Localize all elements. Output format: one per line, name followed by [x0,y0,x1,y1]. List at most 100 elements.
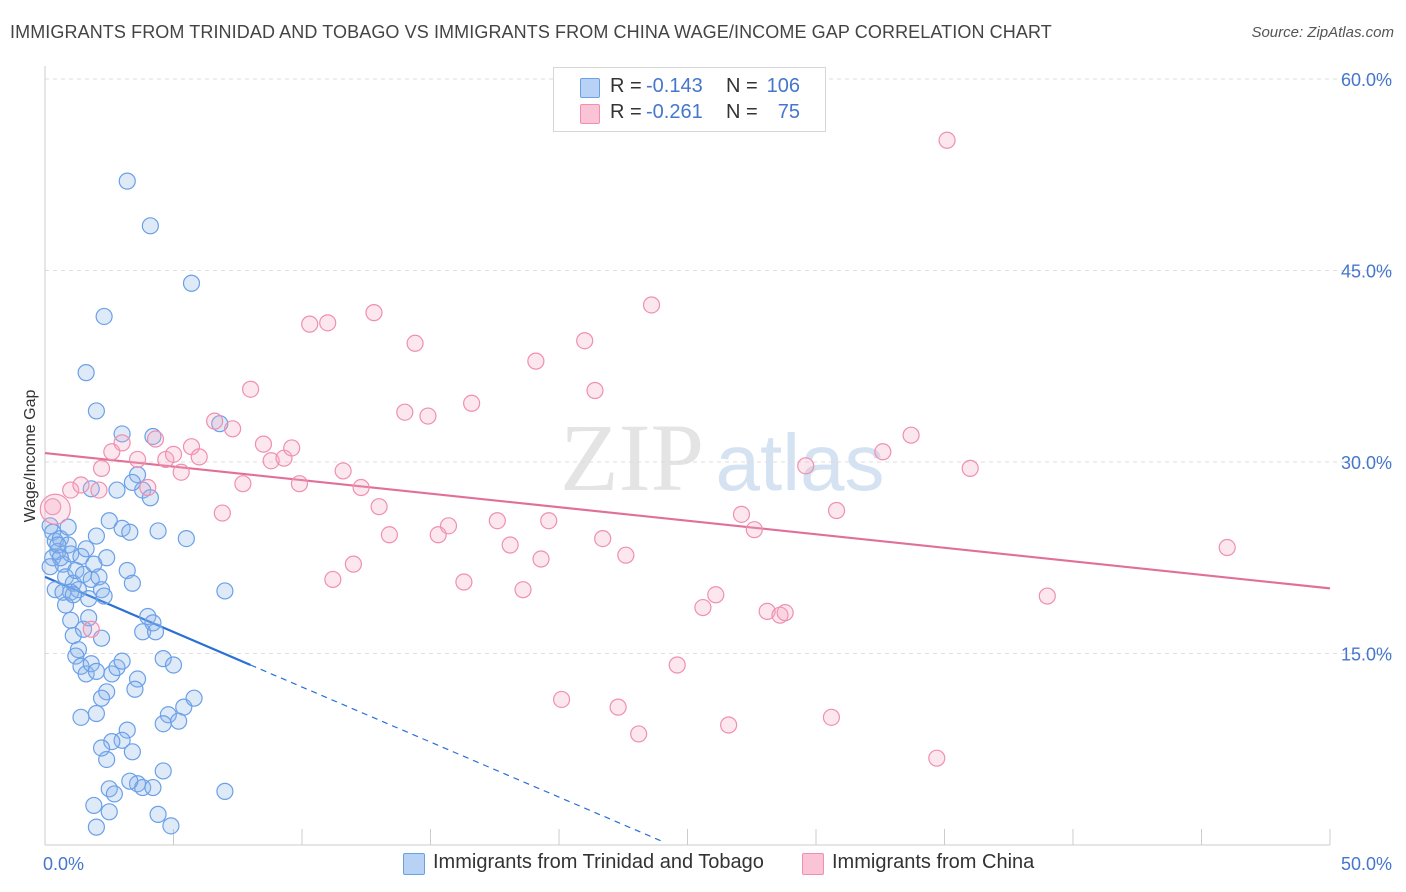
data-point-trinidad [149,522,167,540]
data-point-china [540,512,558,530]
data-point-china [1218,538,1236,557]
data-point-trinidad [90,568,108,586]
data-point-trinidad [92,739,111,757]
data-point-china [290,475,309,493]
watermark-zip: ZIP [560,404,704,511]
data-point-trinidad [92,689,111,707]
data-point-trinidad [162,817,180,835]
legend-row-trinidad: R = -0.143 N = 106 [554,75,825,101]
data-point-china [213,504,231,522]
data-point-china [617,546,635,564]
y-tick-label: 45.0% [1341,262,1392,282]
legend-swatch-trinidad [580,78,600,98]
data-point-trinidad [100,803,118,821]
data-point-trinidad [144,778,162,797]
data-point-china [938,131,956,149]
data-point-china [776,604,794,622]
data-point-china [419,407,437,425]
legend-n-value: 106 [766,75,800,97]
data-point-china [224,420,242,438]
y-tick-label: 60.0% [1341,70,1392,90]
data-point-china [242,380,260,398]
data-point-china [745,521,763,539]
data-point-trinidad [67,647,85,665]
data-point-china [334,462,352,480]
data-point-china [439,517,458,535]
data-point-china [283,439,301,457]
x-tick-label: 0.0% [43,854,84,874]
data-point-china-cluster [39,493,71,525]
data-point-trinidad [159,706,177,724]
data-point-trinidad [62,545,80,563]
data-point-china [514,581,532,599]
data-point-china [146,430,165,448]
data-point-trinidad [154,762,172,780]
data-point-china [262,452,280,470]
data-point-trinidad [100,780,118,798]
data-point-trinidad [118,721,136,739]
legend-n-label: N = [726,101,758,123]
data-point-trinidad [154,715,172,733]
legend-row-china: R = -0.261 N = 75 [554,101,825,127]
bottom-legend-label-trinidad: Immigrants from Trinidad and Tobago [433,851,764,873]
data-point-trinidad [144,427,162,446]
bottom-legend-label-china: Immigrants from China [832,851,1035,873]
y-tick-label: 30.0% [1341,453,1392,473]
data-point-trinidad [108,481,126,499]
data-point-china [797,457,815,475]
data-point-trinidad [177,529,195,548]
trend-line-china [44,451,1331,590]
data-point-trinidad [87,704,106,723]
data-point-china [902,426,920,444]
data-point-china [668,656,686,674]
data-point-china [576,332,594,350]
data-point-china [90,481,108,499]
data-point-china [642,296,661,314]
data-point-trinidad [121,523,139,541]
data-point-china [172,463,190,481]
data-point-trinidad [72,708,90,726]
data-point-china [961,459,979,477]
legend-r-label: R = [610,101,642,123]
data-point-trinidad [100,512,118,530]
bottom-legend-swatch-china [802,853,824,875]
data-point-trinidad [64,586,82,604]
data-points [39,131,1236,836]
data-point-trinidad [87,402,106,420]
data-point-china [586,381,604,400]
data-point-trinidad [182,274,201,292]
data-point-trinidad [118,172,136,190]
data-point-china [758,602,776,620]
data-point-trinidad [185,689,203,707]
y-tick-label: 15.0% [1341,645,1392,665]
data-point-trinidad [105,785,123,803]
data-point-trinidad [95,587,113,605]
legend-r-label: R = [610,75,642,97]
data-point-trinidad [98,549,116,567]
data-point-china [822,708,841,726]
data-point-trinidad [85,796,103,815]
legend-r-value: -0.143 [646,75,703,97]
data-point-trinidad [164,656,183,674]
data-point-china [874,443,892,461]
data-point-china [254,435,273,453]
data-point-china [139,478,157,497]
data-point-trinidad [103,732,121,751]
data-point-china [501,536,519,554]
x-tick-label: 50.0% [1341,854,1392,874]
data-point-china [344,555,362,573]
legend-n-value: 75 [777,101,800,123]
data-point-trinidad [54,583,72,601]
legend-n-label: N = [726,75,758,97]
data-point-trinidad [123,574,141,592]
data-point-china [630,725,648,743]
tick-labels: 15.0% 30.0% 45.0% 60.0% 0.0% 50.0% [43,70,1392,874]
data-point-china [82,620,100,638]
data-point-trinidad [113,425,131,443]
data-point-china [707,586,725,604]
data-point-china [370,498,388,516]
data-point-trinidad [87,662,106,680]
watermark: ZIP atlas [560,404,884,511]
data-point-china [532,550,550,568]
data-point-china [594,529,612,548]
